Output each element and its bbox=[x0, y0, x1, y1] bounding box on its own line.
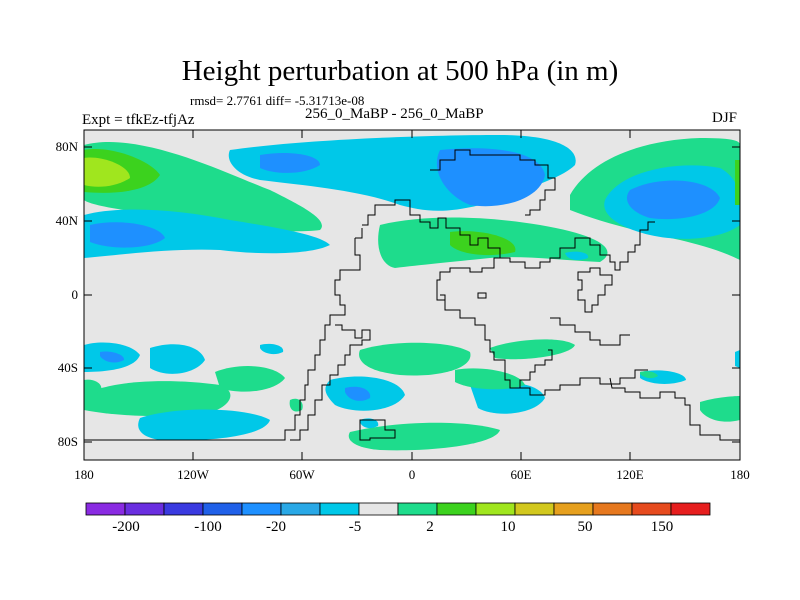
lat-tick-40n: 40N bbox=[55, 213, 78, 228]
contour-green-south-small bbox=[289, 398, 303, 412]
outline-se-asia bbox=[577, 267, 613, 313]
outline-australia-south bbox=[609, 377, 740, 441]
contour-green-south-left bbox=[84, 379, 102, 395]
colorbar-box bbox=[514, 502, 555, 516]
axis-ticks bbox=[84, 130, 740, 460]
contour-cyan-40n-west bbox=[84, 209, 330, 258]
lat-tick-80s: 80S bbox=[57, 434, 78, 449]
outline-island-1 bbox=[477, 292, 487, 299]
outline-island-2 bbox=[440, 294, 446, 301]
contour-green-south-center bbox=[359, 342, 471, 376]
colorbar bbox=[85, 502, 711, 516]
colorbar-box bbox=[124, 502, 165, 516]
contour-green-far-east bbox=[700, 396, 740, 422]
lat-tick-80n: 80N bbox=[55, 139, 78, 154]
contour-yellowgreen-north-west bbox=[84, 157, 130, 187]
contour-green-south-mid2 bbox=[455, 368, 525, 390]
colorbar-box bbox=[85, 502, 126, 516]
contour-cyan-south-west2 bbox=[150, 344, 205, 374]
contour-blue-north-west-small bbox=[260, 153, 320, 173]
contour-green-south-mid bbox=[215, 366, 285, 392]
colorbar-label: -20 bbox=[266, 519, 286, 535]
colorbar-label: -5 bbox=[348, 519, 362, 535]
colorbar-label: 10 bbox=[500, 519, 516, 535]
contour-cyan-far-east bbox=[735, 350, 740, 368]
lon-tick-120w: 120W bbox=[177, 467, 209, 482]
rmsd-stats: rmsd= 2.7761 diff= -5.31713e-08 bbox=[190, 93, 365, 108]
colorbar-label: 150 bbox=[650, 519, 674, 535]
contour-blue-ne-pacific bbox=[626, 180, 720, 220]
outline-greenland bbox=[430, 149, 556, 216]
colorbar-box bbox=[631, 502, 672, 516]
continent-outlines bbox=[84, 149, 740, 441]
lon-tick-120e: 120E bbox=[616, 467, 644, 482]
contour-fills bbox=[84, 135, 740, 451]
colorbar-box bbox=[397, 502, 438, 516]
contour-cyan-small-east bbox=[565, 251, 589, 261]
outline-indonesia bbox=[550, 317, 630, 346]
outline-europe-africa bbox=[405, 199, 553, 389]
experiment-label: Expt = tfkEz-tfjAz bbox=[82, 112, 195, 128]
contour-cyan-south-small bbox=[260, 343, 284, 355]
contour-blue-north-center bbox=[436, 148, 545, 207]
contour-blue-40n-west bbox=[90, 222, 165, 248]
contour-blue-south-west bbox=[100, 351, 125, 363]
outline-north-america bbox=[362, 199, 405, 226]
outline-asia bbox=[500, 221, 655, 271]
contour-green-ne-corner bbox=[735, 160, 740, 205]
colorbar-label: -100 bbox=[194, 519, 222, 535]
contour-cyan-south-green-mid bbox=[470, 381, 545, 414]
colorbar-box bbox=[163, 502, 204, 516]
contour-cyan-far-south-small bbox=[360, 418, 379, 429]
case-label: 256_0_MaBP - 256_0_MaBP bbox=[305, 106, 484, 122]
lon-tick-180w: 180 bbox=[74, 467, 94, 482]
contour-green-south-west bbox=[84, 381, 231, 417]
lat-tick-40s: 40S bbox=[57, 360, 78, 375]
contour-green-south-east bbox=[640, 371, 658, 379]
colorbar-box bbox=[592, 502, 633, 516]
contour-lime-mid-north bbox=[450, 231, 516, 256]
colorbar-box bbox=[553, 502, 594, 516]
contour-green-south-center2 bbox=[490, 339, 575, 360]
colorbar-label: 2 bbox=[426, 519, 434, 535]
colorbar-box bbox=[670, 502, 711, 516]
colorbar-label: -200 bbox=[112, 519, 140, 535]
colorbar-box bbox=[280, 502, 321, 516]
colorbar-box bbox=[241, 502, 282, 516]
colorbar-box bbox=[436, 502, 477, 516]
lon-tick-0: 0 bbox=[408, 467, 416, 482]
lon-tick-180e: 180 bbox=[730, 467, 750, 482]
outline-antarctica bbox=[359, 419, 396, 441]
season-label: DJF bbox=[712, 110, 738, 126]
colorbar-box bbox=[475, 502, 516, 516]
contour-blue-south-center bbox=[345, 386, 371, 401]
colorbar-box bbox=[319, 502, 360, 516]
colorbar-box bbox=[358, 502, 399, 516]
contour-cyan-far-south-west bbox=[138, 409, 270, 441]
lon-tick-60e: 60E bbox=[510, 467, 532, 482]
lat-tick-0: 0 bbox=[71, 287, 79, 302]
outline-australia bbox=[520, 369, 648, 396]
colorbar-box bbox=[202, 502, 243, 516]
page-title: Height perturbation at 500 hPa (in m) bbox=[181, 55, 619, 87]
lon-tick-60w: 60W bbox=[289, 467, 315, 482]
outline-americas-west bbox=[84, 228, 363, 441]
colorbar-label: 50 bbox=[577, 519, 593, 535]
outline-south-america bbox=[290, 324, 371, 441]
